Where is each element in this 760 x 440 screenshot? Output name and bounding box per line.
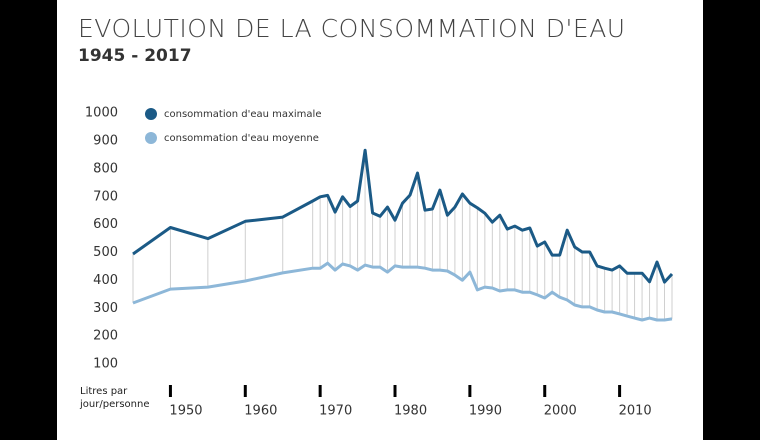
x-tick-label: 1960 bbox=[244, 404, 277, 419]
legend-label: consommation d'eau moyenne bbox=[164, 133, 319, 144]
legend-label: consommation d'eau maximale bbox=[164, 109, 322, 120]
y-axis-label-line: Litres par bbox=[80, 386, 128, 397]
y-tick-label: 1000 bbox=[85, 106, 118, 121]
y-tick-label: 600 bbox=[93, 217, 118, 232]
x-tick-label: 1990 bbox=[469, 404, 502, 419]
x-tick-label: 1980 bbox=[394, 404, 427, 419]
y-tick-label: 300 bbox=[93, 301, 118, 316]
y-tick-label: 700 bbox=[93, 189, 118, 204]
y-tick-label: 900 bbox=[93, 134, 118, 149]
legend-swatch bbox=[145, 132, 157, 144]
series-line bbox=[132, 148, 674, 284]
y-tick-label: 800 bbox=[93, 161, 118, 176]
x-tick-label: 1970 bbox=[319, 404, 352, 419]
x-tick-label: 2010 bbox=[619, 404, 652, 419]
y-tick-label: 500 bbox=[93, 245, 118, 260]
chart-subtitle: 1945 - 2017 bbox=[78, 46, 192, 66]
y-tick-label: 400 bbox=[93, 273, 118, 288]
y-axis-label: Litres par jour/personne bbox=[79, 386, 149, 410]
y-axis-label-line: jour/personne bbox=[79, 399, 149, 410]
chart-title: EVOLUTION DE LA CONSOMMATION D'EAU bbox=[78, 14, 626, 43]
y-tick-label: 200 bbox=[93, 329, 118, 344]
x-tick-label: 1950 bbox=[169, 404, 202, 419]
series-line bbox=[132, 261, 673, 322]
y-tick-label: 100 bbox=[93, 357, 118, 372]
x-tick-label: 2000 bbox=[544, 404, 577, 419]
legend-swatch bbox=[145, 108, 157, 120]
